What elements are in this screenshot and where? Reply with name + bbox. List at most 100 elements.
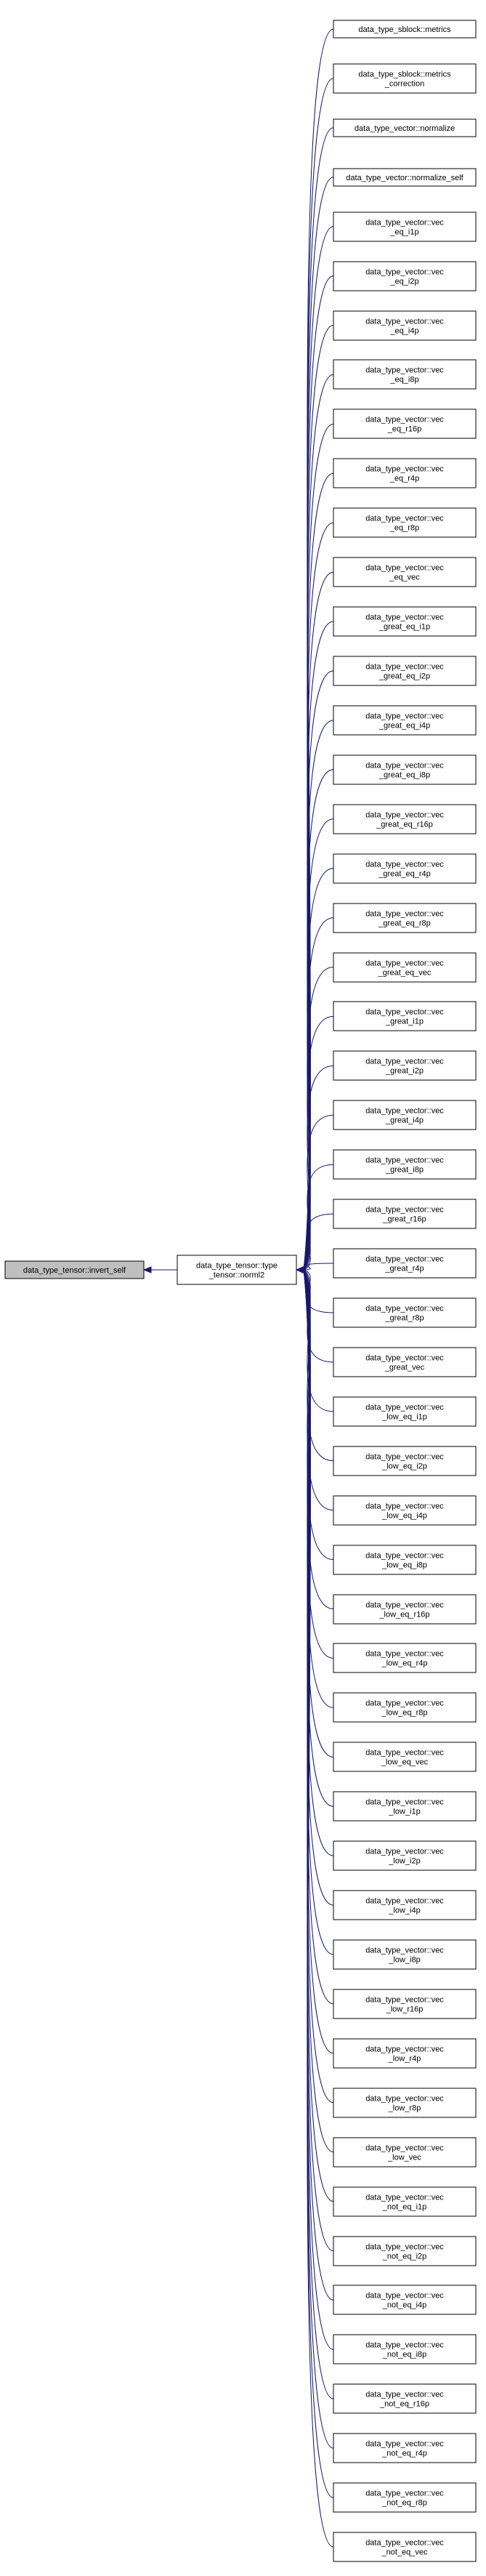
caller-node-data-type-vector-vec-eq-r16p[interactable]: data_type_vector::vec_eq_r16p bbox=[333, 408, 477, 439]
caller-node-data-type-vector-vec-not-eq-i8p[interactable]: data_type_vector::vec_not_eq_i8p bbox=[333, 2334, 477, 2364]
caller-node-data-type-vector-vec-low-eq-r4p-box bbox=[333, 1643, 477, 1673]
caller-node-data-type-sblock-metrics-correction[interactable]: data_type_sblock::metrics_correction bbox=[333, 63, 477, 94]
caller-node-data-type-vector-vec-great-eq-i4p[interactable]: data_type_vector::vec_great_eq_i4p bbox=[333, 705, 477, 736]
caller-node-data-type-vector-vec-low-r8p[interactable]: data_type_vector::vec_low_r8p bbox=[333, 2088, 477, 2118]
caller-node-data-type-vector-vec-eq-i2p[interactable]: data_type_vector::vec_eq_i2p bbox=[333, 261, 477, 291]
caller-node-data-type-vector-vec-great-eq-i8p[interactable]: data_type_vector::vec_great_eq_i8p bbox=[333, 754, 477, 785]
caller-node-data-type-sblock-metrics[interactable]: data_type_sblock::metrics bbox=[333, 20, 477, 39]
caller-node-data-type-vector-vec-low-eq-i2p[interactable]: data_type_vector::vec_low_eq_i2p bbox=[333, 1446, 477, 1476]
caller-node-data-type-vector-vec-not-eq-i4p[interactable]: data_type_vector::vec_not_eq_i4p bbox=[333, 2285, 477, 2315]
caller-node-data-type-vector-vec-low-i8p-label-line: data_type_vector::vec bbox=[365, 1947, 444, 1955]
caller-node-data-type-vector-vec-low-i4p-label-line: data_type_vector::vec bbox=[365, 1897, 444, 1906]
caller-node-data-type-vector-vec-low-i2p[interactable]: data_type_vector::vec_low_i2p bbox=[333, 1840, 477, 1871]
caller-node-data-type-vector-vec-great-eq-vec[interactable]: data_type_vector::vec_great_eq_vec bbox=[333, 952, 477, 983]
caller-node-data-type-vector-vec-low-eq-i1p-box bbox=[333, 1396, 477, 1427]
root-node-invert-self[interactable]: data_type_tensor::invert_self bbox=[4, 1260, 145, 1279]
caller-node-data-type-vector-vec-not-eq-r8p-label-line: data_type_vector::vec bbox=[365, 2490, 444, 2498]
caller-node-data-type-vector-vec-great-eq-r8p[interactable]: data_type_vector::vec_great_eq_r8p bbox=[333, 903, 477, 933]
caller-node-data-type-vector-vec-not-eq-vec[interactable]: data_type_vector::vec_not_eq_vec bbox=[333, 2532, 477, 2562]
caller-node-data-type-vector-vec-low-eq-r4p[interactable]: data_type_vector::vec_low_eq_r4p bbox=[333, 1643, 477, 1673]
caller-node-data-type-vector-vec-great-i1p[interactable]: data_type_vector::vec_great_i1p bbox=[333, 1001, 477, 1031]
caller-node-data-type-vector-vec-low-eq-r16p[interactable]: data_type_vector::vec_low_eq_r16p bbox=[333, 1594, 477, 1625]
caller-node-data-type-vector-vec-great-eq-r4p[interactable]: data_type_vector::vec_great_eq_r4p bbox=[333, 853, 477, 884]
caller-node-data-type-vector-vec-low-eq-i1p[interactable]: data_type_vector::vec_low_eq_i1p bbox=[333, 1396, 477, 1427]
caller-node-data-type-vector-vec-low-i8p-box bbox=[333, 1939, 477, 1970]
caller-node-data-type-vector-vec-great-r4p-label-line: _great_r4p bbox=[384, 1265, 424, 1273]
caller-node-data-type-vector-vec-eq-r4p[interactable]: data_type_vector::vec_eq_r4p bbox=[333, 458, 477, 488]
caller-node-data-type-vector-vec-low-r16p[interactable]: data_type_vector::vec_low_r16p bbox=[333, 1989, 477, 2019]
caller-node-data-type-vector-vec-eq-r8p-box bbox=[333, 507, 477, 538]
caller-node-data-type-vector-vec-great-i8p-label-line: _great_i8p bbox=[385, 1166, 424, 1175]
caller-node-data-type-vector-vec-eq-r8p[interactable]: data_type_vector::vec_eq_r8p bbox=[333, 507, 477, 538]
caller-node-data-type-vector-vec-great-vec[interactable]: data_type_vector::vec_great_vec bbox=[333, 1347, 477, 1377]
caller-node-data-type-vector-vec-eq-i4p-label-line: data_type_vector::vec bbox=[365, 318, 444, 326]
edges bbox=[142, 28, 334, 2548]
caller-node-data-type-vector-vec-low-i4p-label-line: _low_i4p bbox=[388, 1907, 420, 1915]
caller-node-data-type-vector-vec-low-vec-label-line: _low_vec bbox=[387, 2154, 421, 2162]
caller-node-data-type-vector-vec-great-r8p[interactable]: data_type_vector::vec_great_r8p bbox=[333, 1297, 477, 1328]
caller-node-data-type-vector-vec-great-eq-vec-label-line: data_type_vector::vec bbox=[365, 959, 444, 968]
caller-node-data-type-sblock-metrics-box bbox=[333, 20, 477, 39]
caller-node-data-type-vector-vec-great-i4p[interactable]: data_type_vector::vec_great_i4p bbox=[333, 1100, 477, 1130]
caller-node-data-type-sblock-metrics-correction-label-line: data_type_sblock::metrics bbox=[358, 71, 451, 79]
caller-node-data-type-vector-vec-low-vec[interactable]: data_type_vector::vec_low_vec bbox=[333, 2137, 477, 2168]
caller-node-data-type-vector-vec-not-eq-i2p[interactable]: data_type_vector::vec_not_eq_i2p bbox=[333, 2236, 477, 2266]
center-node-norml2-box bbox=[177, 1255, 297, 1285]
caller-node-data-type-vector-vec-low-i4p[interactable]: data_type_vector::vec_low_i4p bbox=[333, 1890, 477, 1920]
caller-node-data-type-vector-vec-not-eq-r16p[interactable]: data_type_vector::vec_not_eq_r16p bbox=[333, 2383, 477, 2414]
edge-caller-node-data-type-vector-vec-great-eq-vec bbox=[303, 967, 334, 1271]
center-node-norml2-label-line: data_type_tensor::type bbox=[196, 1262, 278, 1271]
caller-node-data-type-vector-vec-eq-i8p-box bbox=[333, 359, 477, 390]
caller-node-data-type-vector-vec-low-i8p[interactable]: data_type_vector::vec_low_i8p bbox=[333, 1939, 477, 1970]
edge-arrowhead bbox=[142, 1266, 152, 1273]
caller-node-data-type-vector-vec-low-r16p-label-line: _low_r16p bbox=[386, 2005, 424, 2014]
caller-node-data-type-vector-vec-low-i1p-label-line: data_type_vector::vec bbox=[365, 1798, 444, 1807]
caller-node-data-type-vector-vec-low-i1p[interactable]: data_type_vector::vec_low_i1p bbox=[333, 1791, 477, 1822]
caller-node-data-type-vector-vec-not-eq-i1p-label-line: data_type_vector::vec bbox=[365, 2194, 444, 2202]
caller-node-data-type-vector-vec-great-eq-i1p[interactable]: data_type_vector::vec_great_eq_i1p bbox=[333, 606, 477, 637]
caller-node-data-type-vector-vec-great-i2p[interactable]: data_type_vector::vec_great_i2p bbox=[333, 1050, 477, 1081]
caller-node-data-type-vector-vec-great-eq-r8p-box bbox=[333, 903, 477, 933]
caller-node-data-type-vector-vec-eq-i1p-label-line: data_type_vector::vec bbox=[365, 219, 444, 228]
caller-node-data-type-vector-vec-not-eq-r8p[interactable]: data_type_vector::vec_not_eq_r8p bbox=[333, 2482, 477, 2513]
caller-node-data-type-vector-vec-great-eq-r16p[interactable]: data_type_vector::vec_great_eq_r16p bbox=[333, 804, 477, 834]
edge-caller-node-data-type-vector-vec-great-i4p bbox=[303, 1114, 334, 1271]
caller-node-data-type-vector-vec-great-i8p[interactable]: data_type_vector::vec_great_i8p bbox=[333, 1149, 477, 1180]
caller-node-data-type-vector-vec-great-r16p[interactable]: data_type_vector::vec_great_r16p bbox=[333, 1199, 477, 1229]
caller-node-data-type-vector-vec-low-eq-i8p[interactable]: data_type_vector::vec_low_eq_i8p bbox=[333, 1545, 477, 1575]
caller-node-data-type-vector-vec-great-r16p-box bbox=[333, 1199, 477, 1229]
caller-node-data-type-vector-vec-great-eq-i1p-box bbox=[333, 606, 477, 637]
caller-node-data-type-vector-normalize-label-line: data_type_vector::normalize bbox=[355, 124, 455, 133]
caller-node-data-type-vector-vec-eq-r16p-label-line: data_type_vector::vec bbox=[365, 416, 444, 424]
caller-node-data-type-vector-vec-great-i1p-box bbox=[333, 1001, 477, 1031]
caller-node-data-type-vector-vec-low-eq-vec[interactable]: data_type_vector::vec_low_eq_vec bbox=[333, 1742, 477, 1772]
caller-node-data-type-vector-vec-not-eq-i8p-label-line: data_type_vector::vec bbox=[365, 2341, 444, 2350]
caller-node-data-type-vector-vec-not-eq-r16p-box bbox=[333, 2383, 477, 2414]
caller-node-data-type-vector-vec-not-eq-r16p-label-line: data_type_vector::vec bbox=[365, 2391, 444, 2399]
caller-node-data-type-vector-vec-low-r4p[interactable]: data_type_vector::vec_low_r4p bbox=[333, 2038, 477, 2069]
caller-node-data-type-vector-vec-great-r8p-label-line: data_type_vector::vec bbox=[365, 1305, 444, 1313]
caller-node-data-type-vector-normalize-self[interactable]: data_type_vector::normalize_self bbox=[333, 168, 477, 187]
caller-node-data-type-vector-vec-great-eq-i2p-label-line: data_type_vector::vec bbox=[365, 663, 444, 672]
caller-node-data-type-vector-vec-great-i8p-box bbox=[333, 1149, 477, 1180]
caller-node-data-type-vector-vec-eq-r16p-box bbox=[333, 408, 477, 439]
caller-node-data-type-vector-normalize[interactable]: data_type_vector::normalize bbox=[333, 118, 477, 137]
caller-node-data-type-vector-vec-low-eq-r8p[interactable]: data_type_vector::vec_low_eq_r8p bbox=[333, 1692, 477, 1723]
caller-node-data-type-vector-vec-not-eq-i1p-box bbox=[333, 2186, 477, 2217]
caller-node-data-type-vector-vec-great-eq-i4p-label-line: _great_eq_i4p bbox=[378, 722, 430, 730]
caller-node-data-type-vector-vec-eq-i1p[interactable]: data_type_vector::vec_eq_i1p bbox=[333, 212, 477, 242]
caller-node-data-type-vector-vec-eq-i8p[interactable]: data_type_vector::vec_eq_i8p bbox=[333, 359, 477, 390]
caller-node-data-type-vector-vec-great-r4p[interactable]: data_type_vector::vec_great_r4p bbox=[333, 1248, 477, 1279]
caller-node-data-type-vector-vec-great-eq-i2p[interactable]: data_type_vector::vec_great_eq_i2p bbox=[333, 656, 477, 686]
caller-node-data-type-vector-vec-eq-i1p-label-line: _eq_i1p bbox=[389, 228, 418, 237]
center-node-norml2[interactable]: data_type_tensor::type_tensor::norml2 bbox=[177, 1255, 297, 1285]
caller-node-data-type-vector-vec-low-eq-r4p-label-line: data_type_vector::vec bbox=[365, 1650, 444, 1659]
caller-node-data-type-vector-vec-eq-r8p-label-line: data_type_vector::vec bbox=[365, 515, 444, 523]
caller-node-data-type-vector-vec-not-eq-i1p[interactable]: data_type_vector::vec_not_eq_i1p bbox=[333, 2186, 477, 2217]
caller-node-data-type-vector-vec-eq-vec[interactable]: data_type_vector::vec_eq_vec bbox=[333, 557, 477, 587]
caller-node-data-type-vector-vec-low-eq-r16p-label-line: data_type_vector::vec bbox=[365, 1601, 444, 1610]
caller-node-data-type-vector-vec-low-eq-i4p[interactable]: data_type_vector::vec_low_eq_i4p bbox=[333, 1495, 477, 1526]
caller-node-data-type-vector-vec-eq-i4p[interactable]: data_type_vector::vec_eq_i4p bbox=[333, 310, 477, 341]
caller-node-data-type-vector-vec-great-eq-r4p-label-line: data_type_vector::vec bbox=[365, 861, 444, 869]
caller-node-data-type-vector-vec-not-eq-r4p[interactable]: data_type_vector::vec_not_eq_r4p bbox=[333, 2433, 477, 2463]
